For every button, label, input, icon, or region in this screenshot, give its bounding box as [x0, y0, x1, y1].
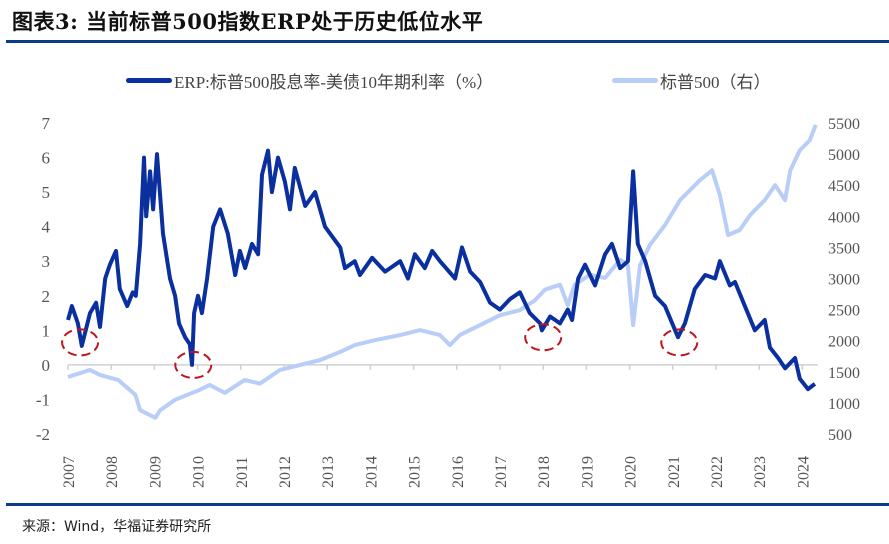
- low-point-circle: [660, 328, 699, 357]
- y-right-tick-label: 5000: [828, 147, 860, 164]
- legend-label-erp: ERP:标普500股息率-美债10年期利率（%）: [174, 73, 494, 92]
- x-tick-label: 2014: [363, 456, 380, 488]
- x-tick-label: 2013: [320, 456, 337, 488]
- y-right-tick-label: 2500: [828, 303, 860, 320]
- x-tick-label: 2022: [709, 456, 726, 488]
- legend-swatch-spx: [612, 78, 658, 83]
- y-left-tick-label: 1: [42, 321, 51, 340]
- x-tick-label: 2009: [147, 456, 164, 488]
- y-right-tick-label: 4000: [828, 209, 860, 226]
- x-tick-label: 2021: [666, 456, 683, 488]
- y-left-tick-label: -1: [36, 390, 50, 409]
- y-right-tick-label: 500: [828, 427, 852, 444]
- legend-swatch-erp: [126, 78, 172, 83]
- low-point-circle: [61, 328, 100, 357]
- chart-title: 图表3: 当前标普500指数ERP处于历史低位水平: [12, 9, 484, 34]
- x-tick-label: 2008: [104, 456, 121, 488]
- x-tick-label: 2024: [795, 456, 812, 488]
- y-left-tick-label: -2: [36, 425, 50, 444]
- y-right-tick-label: 3000: [828, 272, 860, 289]
- erp-line: [66, 148, 817, 392]
- y-left-tick-label: 3: [42, 252, 51, 271]
- y-left-tick-label: 0: [42, 356, 51, 375]
- y-right-tick-label: 3500: [828, 240, 860, 257]
- sp500-line: [67, 124, 818, 420]
- legend-label-spx: 标普500（右）: [660, 73, 771, 92]
- x-tick-label: 2020: [623, 456, 640, 488]
- y-left-tick-label: 7: [42, 114, 51, 133]
- y-right-tick-label: 4500: [828, 178, 860, 195]
- low-point-circle: [524, 323, 563, 352]
- y-right-tick-label: 5500: [828, 116, 860, 133]
- x-tick-label: 2018: [536, 456, 553, 488]
- low-point-circle: [174, 350, 213, 379]
- top-divider: [6, 40, 889, 43]
- x-tick-label: 2016: [450, 456, 467, 488]
- bottom-divider: [6, 503, 889, 506]
- x-tick-label: 2010: [191, 456, 208, 488]
- y-left-tick-label: 6: [42, 149, 51, 168]
- source-note: 来源：Wind，华福证券研究所: [22, 519, 212, 535]
- x-tick-label: 2015: [407, 456, 424, 488]
- legend-item-spx: 标普500（右）: [612, 68, 771, 93]
- x-tick-label: 2011: [234, 457, 251, 488]
- legend: ERP:标普500股息率-美债10年期利率（%） 标普500（右）: [0, 68, 889, 92]
- y-right-tick-label: 1000: [828, 396, 860, 413]
- x-tick-label: 2007: [61, 456, 78, 488]
- x-tick-label: 2023: [752, 456, 769, 488]
- y-right-tick-label: 1500: [828, 365, 860, 382]
- x-tick-label: 2017: [493, 456, 510, 488]
- y-left-tick-label: 4: [42, 218, 51, 237]
- y-right-tick-label: 2000: [828, 334, 860, 351]
- legend-item-erp: ERP:标普500股息率-美债10年期利率（%）: [126, 68, 493, 93]
- y-left-tick-label: 2: [42, 287, 51, 306]
- y-left-tick-label: 5: [42, 183, 51, 202]
- x-tick-label: 2012: [277, 456, 294, 488]
- x-tick-label: 2019: [579, 456, 596, 488]
